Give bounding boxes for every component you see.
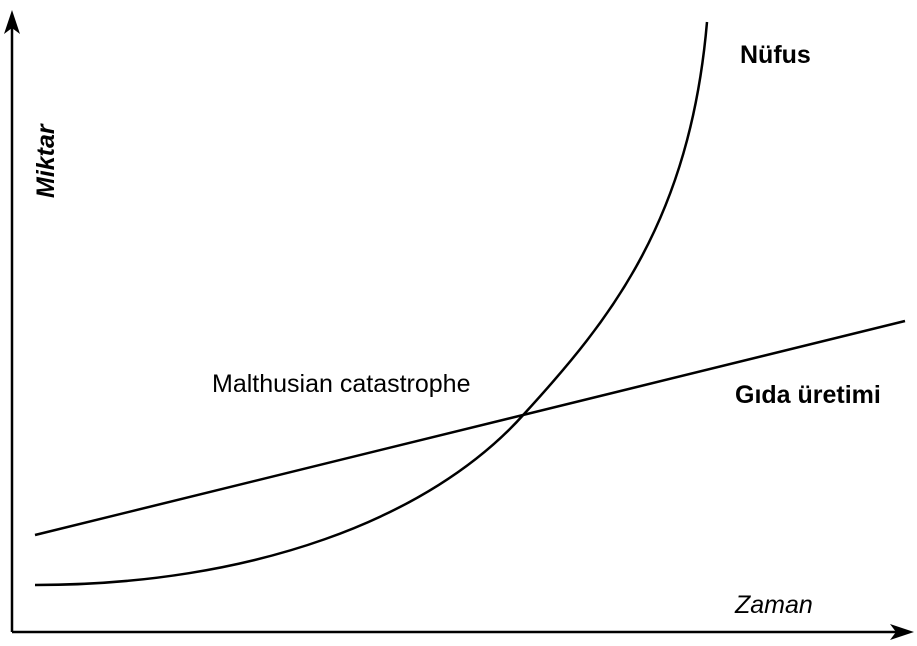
intersection-label: Malthusian catastrophe [212,370,470,398]
y-axis-label: Miktar [32,123,60,198]
population-curve [34,21,709,587]
food-label: Gıda üretimi [735,381,881,409]
x-axis-label: Zaman [734,591,813,619]
x-axis-arrow [890,624,914,640]
y-axis-arrow [4,10,20,34]
food-line [34,319,906,537]
population-label: Nüfus [740,41,811,69]
